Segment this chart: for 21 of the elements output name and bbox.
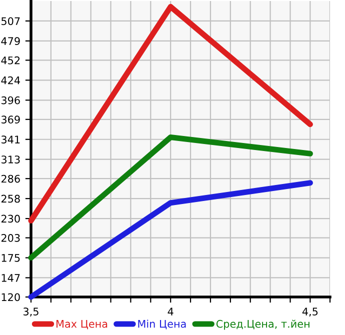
legend-label: Min Цена xyxy=(138,320,186,330)
y-tick-label: 175 xyxy=(2,254,20,262)
y-tick-label: 286 xyxy=(1,174,20,183)
x-tick-label: 3,5 xyxy=(24,308,38,317)
x-tick-label: 4,5 xyxy=(302,308,318,317)
x-tick-label: 4 xyxy=(168,308,174,316)
y-tick-label: 120 xyxy=(2,293,20,302)
y-tick-label: 258 xyxy=(1,194,20,203)
y-tick-label: 341 xyxy=(1,136,20,144)
y-tick-label: 507 xyxy=(2,17,20,26)
y-tick-label: 313 xyxy=(1,156,20,164)
y-tick-label: 452 xyxy=(1,56,20,64)
y-tick-label: 147 xyxy=(2,274,20,282)
y-tick-label: 479 xyxy=(1,37,20,46)
y-tick-label: 369 xyxy=(1,116,20,124)
legend-label: Сред.Цена, т.йен xyxy=(216,320,310,330)
y-tick-label: 396 xyxy=(1,96,20,104)
legend-label: Max Цена xyxy=(56,320,108,330)
y-tick-label: 424 xyxy=(1,76,20,84)
y-tick-label: 203 xyxy=(1,234,20,242)
y-tick-label: 230 xyxy=(1,214,20,223)
